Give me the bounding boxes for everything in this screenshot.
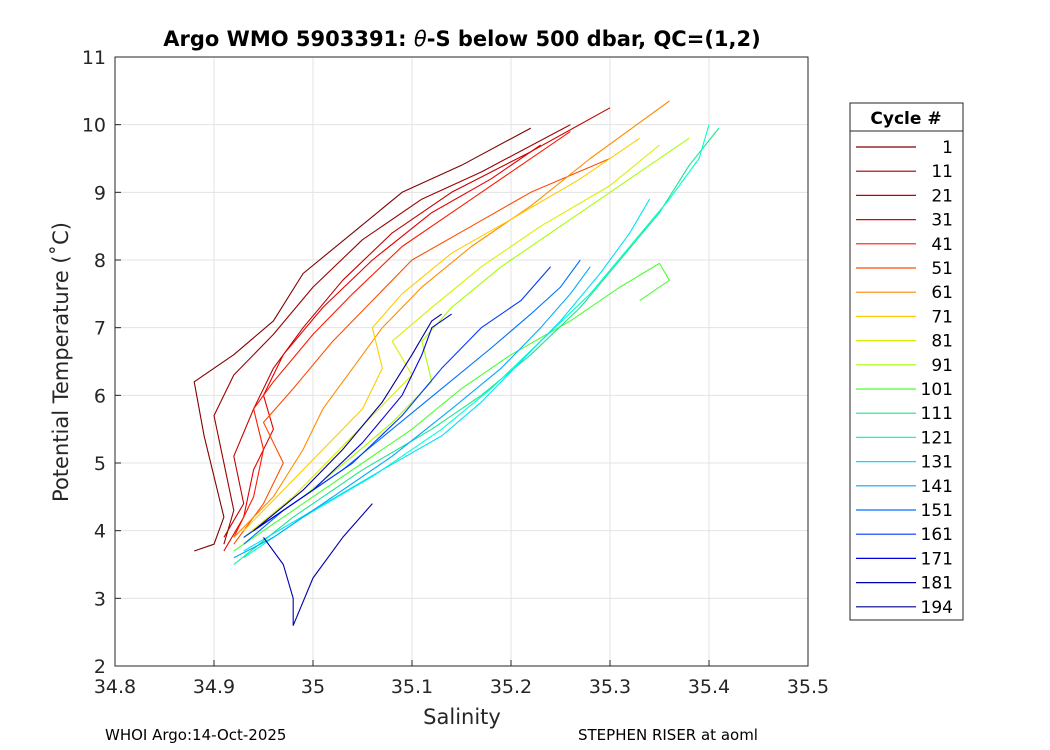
y-tick-label-7: 9 bbox=[94, 182, 106, 204]
legend-label-171: 171 bbox=[921, 549, 953, 569]
axes-box bbox=[114, 56, 809, 667]
y-axis-ticks: 2 3 4 5 6 7 8 9 10 11 bbox=[82, 47, 121, 678]
series-line-111 bbox=[233, 127, 720, 565]
series-line-1 bbox=[193, 127, 532, 552]
legend-label-111: 111 bbox=[921, 404, 953, 424]
chart-title: Argo WMO 5903391: θ-S below 500 dbar, QC… bbox=[163, 27, 760, 51]
footer-left: WHOI Argo:14-Oct-2025 bbox=[105, 726, 286, 744]
series-line-41 bbox=[233, 130, 571, 538]
plot-area: 34.8 34.9 35 35.1 35.2 35.3 35.4 35.5 2 3 4 5 6 7 8 9 1… bbox=[82, 47, 829, 698]
y-tick-label-8: 10 bbox=[82, 115, 106, 137]
x-tick-label-2: 35 bbox=[301, 676, 325, 698]
series-line-31 bbox=[223, 144, 542, 552]
legend-label-11: 11 bbox=[931, 162, 953, 182]
series-line-131 bbox=[243, 198, 651, 552]
series-layer bbox=[193, 100, 720, 626]
series-line-101 bbox=[233, 262, 670, 552]
legend-label-161: 161 bbox=[921, 525, 953, 545]
y-axis-label: Potential Temperature (˚C) bbox=[49, 222, 73, 502]
series-line-11 bbox=[213, 124, 571, 545]
legend-label-51: 51 bbox=[931, 259, 953, 279]
legend-label-1: 1 bbox=[942, 138, 953, 158]
x-tick-label-0: 34.8 bbox=[94, 676, 136, 698]
x-axis-label: Salinity bbox=[423, 705, 501, 729]
x-tick-label-7: 35.5 bbox=[787, 676, 829, 698]
legend-label-91: 91 bbox=[931, 356, 953, 376]
series-line-61 bbox=[233, 100, 670, 538]
legend-label-181: 181 bbox=[921, 574, 953, 594]
series-line-81 bbox=[243, 144, 660, 538]
legend-label-81: 81 bbox=[931, 332, 953, 352]
y-tick-label-4: 6 bbox=[94, 385, 106, 407]
legend-label-151: 151 bbox=[921, 501, 953, 521]
series-line-91 bbox=[243, 137, 690, 538]
legend-label-194: 194 bbox=[921, 598, 953, 618]
y-tick-label-9: 11 bbox=[82, 47, 106, 69]
y-tick-label-2: 4 bbox=[94, 521, 106, 543]
y-tick-label-5: 7 bbox=[94, 318, 106, 340]
y-tick-label-1: 3 bbox=[94, 588, 106, 610]
legend-label-31: 31 bbox=[931, 211, 953, 231]
legend-title: Cycle # bbox=[870, 109, 941, 129]
x-tick-label-3: 35.1 bbox=[391, 676, 433, 698]
x-tick-label-1: 34.9 bbox=[193, 676, 235, 698]
legend-entries: 1112131415161718191101111121131141151161… bbox=[856, 138, 953, 618]
legend-label-141: 141 bbox=[921, 477, 953, 497]
legend-label-41: 41 bbox=[931, 235, 953, 255]
series-line-171 bbox=[253, 313, 452, 532]
y-tick-label-3: 5 bbox=[94, 453, 106, 475]
y-tick-label-6: 8 bbox=[94, 250, 106, 272]
legend-label-21: 21 bbox=[931, 186, 953, 206]
x-tick-label-6: 35.4 bbox=[688, 676, 730, 698]
legend-label-121: 121 bbox=[921, 428, 953, 448]
series-line-181 bbox=[263, 503, 373, 626]
legend-label-131: 131 bbox=[921, 453, 953, 473]
x-tick-label-5: 35.3 bbox=[589, 676, 631, 698]
legend-label-71: 71 bbox=[931, 307, 953, 327]
x-tick-label-4: 35.2 bbox=[490, 676, 532, 698]
axes-background bbox=[115, 57, 808, 666]
series-line-71 bbox=[243, 137, 641, 532]
y-tick-label-0: 2 bbox=[94, 656, 106, 678]
series-line-51 bbox=[233, 157, 611, 545]
series-line-141 bbox=[233, 266, 591, 559]
footer-right: STEPHEN RISER at aoml bbox=[578, 726, 758, 744]
legend-label-101: 101 bbox=[921, 380, 953, 400]
series-line-21 bbox=[223, 107, 611, 538]
legend-label-61: 61 bbox=[931, 283, 953, 303]
series-line-194 bbox=[253, 313, 443, 532]
x-axis-ticks: 34.8 34.9 35 35.1 35.2 35.3 35.4 35.5 bbox=[94, 660, 829, 698]
legend: Cycle # 11121314151617181911011111211311… bbox=[849, 102, 964, 621]
